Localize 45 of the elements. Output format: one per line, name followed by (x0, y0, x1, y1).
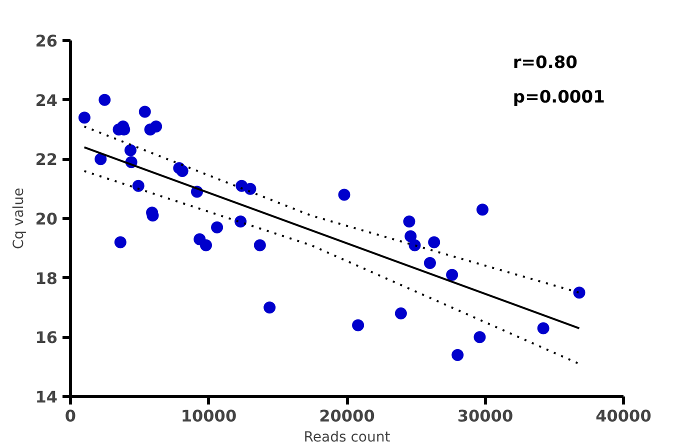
y-tick-label: 16 (35, 328, 58, 348)
point (537, 322, 550, 334)
y-tick-label: 24 (35, 90, 58, 110)
point (114, 236, 126, 248)
y-tick-label: 14 (35, 388, 58, 406)
y-axis-title: Cq value (11, 188, 28, 250)
point (138, 106, 151, 118)
point (403, 215, 416, 228)
point (408, 239, 421, 252)
point (476, 204, 488, 216)
point (428, 236, 440, 248)
point (124, 144, 136, 156)
y-tick-label: 22 (35, 150, 58, 170)
point (211, 221, 224, 234)
point (200, 239, 212, 252)
annotation: p=0.0001 (512, 87, 605, 108)
point (176, 165, 188, 178)
point (244, 182, 256, 195)
y-tick-label: 18 (35, 268, 58, 288)
x-tick-label: 10000 (180, 406, 237, 426)
point (94, 153, 107, 166)
x-tick-label: 0 (64, 406, 76, 426)
point (394, 307, 407, 320)
x-tick-label: 30000 (457, 406, 514, 426)
point (573, 286, 586, 299)
point (234, 215, 247, 228)
x-tick-label: 40000 (596, 406, 652, 426)
y-tick-label: 26 (35, 32, 58, 50)
point (452, 348, 464, 361)
point (446, 268, 458, 281)
point (254, 239, 266, 252)
annotation: r=0.80 (512, 53, 578, 74)
point (264, 302, 276, 314)
point (404, 230, 417, 242)
x-tick-label: 20000 (319, 406, 375, 426)
point (424, 257, 436, 269)
point (352, 319, 364, 332)
point (132, 180, 144, 192)
point (338, 188, 350, 201)
point (98, 94, 111, 106)
point (78, 112, 90, 124)
point (150, 120, 162, 133)
x-axis-title: Reads count (304, 430, 391, 446)
y-tick-label: 20 (35, 210, 58, 228)
point (474, 331, 486, 344)
